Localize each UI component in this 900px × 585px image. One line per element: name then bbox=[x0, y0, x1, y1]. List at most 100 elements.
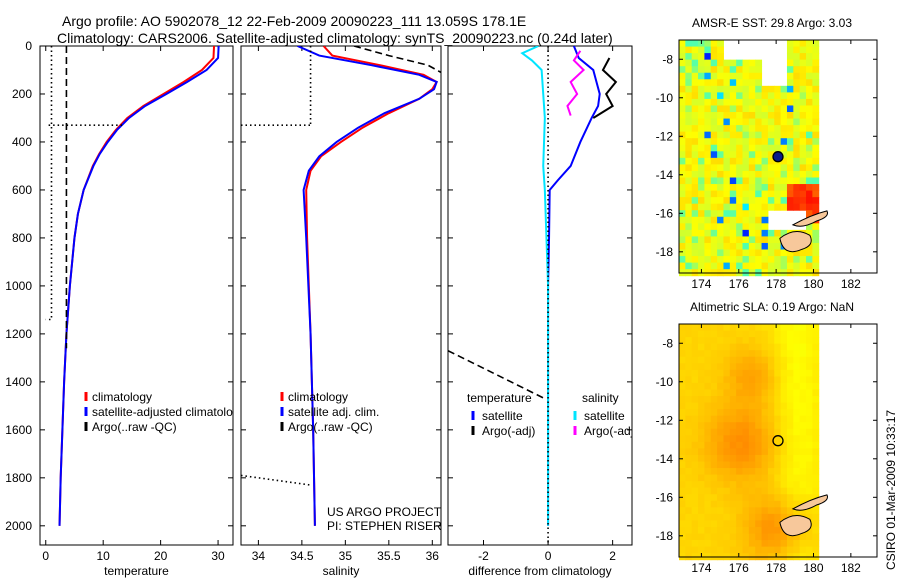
map-cell bbox=[679, 343, 686, 351]
map-cell bbox=[736, 118, 744, 126]
map-cell bbox=[723, 151, 731, 159]
legend-label: satellite bbox=[482, 409, 523, 423]
map-cell bbox=[704, 324, 712, 332]
map-cell bbox=[710, 72, 718, 80]
map-cell bbox=[806, 190, 813, 198]
y-tick-label: -18 bbox=[656, 245, 674, 259]
map-cell bbox=[736, 85, 744, 93]
map-cell bbox=[704, 262, 712, 270]
map-cell bbox=[767, 105, 775, 113]
map-cell bbox=[685, 144, 693, 152]
map-cell bbox=[698, 330, 705, 338]
map-cell bbox=[774, 540, 782, 548]
map-cell bbox=[704, 164, 712, 172]
map-cell bbox=[698, 415, 705, 423]
map-cell bbox=[806, 454, 813, 462]
map-cell bbox=[799, 468, 807, 476]
map-cell bbox=[704, 428, 712, 436]
legend-label: Argo(-adj) bbox=[584, 424, 637, 438]
map-cell bbox=[755, 500, 763, 508]
map-cell bbox=[799, 324, 807, 332]
map-cell bbox=[729, 59, 737, 67]
map-cell bbox=[767, 190, 775, 198]
map-cell bbox=[767, 428, 775, 436]
map-cell bbox=[761, 151, 769, 159]
map-cell bbox=[742, 448, 750, 456]
map-cell bbox=[767, 324, 775, 332]
map-cell bbox=[679, 72, 686, 80]
map-cell bbox=[691, 389, 699, 397]
map-cell bbox=[691, 236, 699, 244]
map-cell bbox=[704, 229, 712, 237]
map-cell bbox=[767, 350, 775, 358]
map-cell bbox=[799, 197, 807, 205]
map-cell bbox=[780, 105, 788, 113]
series-salinity-satellite bbox=[520, 46, 550, 526]
map-cell bbox=[685, 540, 693, 548]
map-cell bbox=[786, 356, 794, 364]
map-cell bbox=[723, 350, 731, 358]
map-cell bbox=[691, 494, 699, 502]
map-cell bbox=[717, 363, 724, 371]
map-cell bbox=[748, 409, 756, 417]
map-cell bbox=[780, 138, 788, 146]
map-cell bbox=[786, 363, 794, 371]
map-cell bbox=[723, 428, 731, 436]
map-cell bbox=[755, 170, 763, 178]
map-cell bbox=[704, 40, 712, 48]
map-cell bbox=[736, 500, 744, 508]
map-cell bbox=[723, 92, 731, 100]
map-cell bbox=[799, 125, 807, 133]
map-cell bbox=[761, 474, 769, 482]
map-cell bbox=[755, 402, 763, 410]
map-cell bbox=[793, 184, 801, 192]
map-cell bbox=[748, 190, 756, 198]
map-cell bbox=[799, 92, 807, 100]
map-cell bbox=[729, 448, 737, 456]
map-cell bbox=[723, 324, 731, 332]
legend-label: Argo(-adj) bbox=[482, 424, 535, 438]
map-cell bbox=[729, 256, 737, 264]
map-cell bbox=[780, 448, 788, 456]
map-cell bbox=[742, 454, 750, 462]
map-cell bbox=[786, 461, 794, 469]
map-cell bbox=[679, 402, 686, 410]
map-cell bbox=[774, 138, 782, 146]
y-tick-label: 800 bbox=[12, 231, 32, 245]
map-cell bbox=[698, 409, 705, 417]
map-cell bbox=[774, 376, 782, 384]
map-cell bbox=[723, 330, 731, 338]
map-cell bbox=[748, 177, 756, 185]
map-cell bbox=[729, 262, 737, 270]
temperature-series-group bbox=[45, 46, 220, 526]
map-cell bbox=[774, 533, 782, 541]
map-cell bbox=[755, 415, 763, 423]
map-cell bbox=[723, 66, 731, 74]
map-cell bbox=[685, 98, 693, 106]
map-cell bbox=[767, 494, 775, 502]
map-cell bbox=[761, 324, 769, 332]
map-cell bbox=[691, 428, 699, 436]
map-cell bbox=[755, 468, 763, 476]
map-cell bbox=[793, 112, 801, 120]
map-cell bbox=[761, 363, 769, 371]
map-cell bbox=[755, 85, 763, 93]
map-cell bbox=[679, 546, 686, 554]
map-cell bbox=[698, 249, 705, 257]
map-cell bbox=[780, 533, 788, 541]
map-cell bbox=[799, 546, 807, 554]
map-cell bbox=[723, 409, 731, 417]
map-cell bbox=[685, 363, 693, 371]
map-cell bbox=[761, 454, 769, 462]
map-cell bbox=[685, 262, 693, 270]
map-cell bbox=[691, 177, 699, 185]
map-cell bbox=[767, 112, 775, 120]
map-cell bbox=[755, 125, 763, 133]
map-cell bbox=[761, 376, 769, 384]
map-cell bbox=[748, 376, 756, 384]
map-cell bbox=[736, 533, 744, 541]
map-cell bbox=[685, 79, 693, 87]
map-cell bbox=[799, 481, 807, 489]
y-tick-label: -14 bbox=[656, 168, 674, 182]
